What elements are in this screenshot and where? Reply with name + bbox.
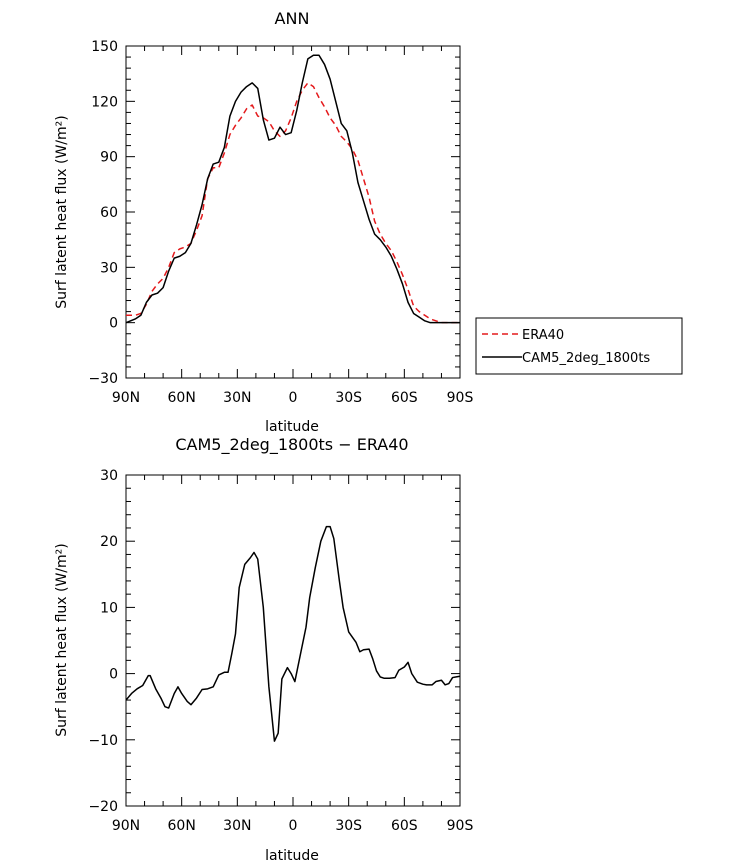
bottom-panel: CAM5_2deg_1800ts − ERA40 −20 −10 0 10 20 30 90… <box>54 435 473 864</box>
bottom-ytick-label: 10 <box>100 600 118 616</box>
top-xtick-label: 30N <box>223 390 251 406</box>
top-xtick-label: 30S <box>335 390 362 406</box>
top-xtick-label: 90S <box>447 390 474 406</box>
top-panel-title: ANN <box>275 9 310 28</box>
top-y-axis-label: Surf latent heat flux (W/m²) <box>54 115 70 308</box>
legend-label-era40: ERA40 <box>522 328 564 343</box>
top-ytick-label: 90 <box>100 150 118 166</box>
top-series-line-cam5-2deg-1800ts <box>125 54 460 324</box>
top-xtick-label: 0 <box>289 390 298 406</box>
bottom-xtick-label: 60S <box>391 818 418 834</box>
top-ytick-label: 150 <box>91 39 118 55</box>
bottom-plot-frame <box>125 474 461 807</box>
legend-box <box>475 317 683 375</box>
bottom-ytick-label: −20 <box>88 799 118 815</box>
top-ytick-label: −30 <box>88 371 118 387</box>
top-ytick-label: 30 <box>100 260 118 276</box>
bottom-xtick-label: 60N <box>168 818 196 834</box>
bottom-series-line-difference <box>125 525 461 742</box>
top-ytick-label: 120 <box>91 94 118 110</box>
top-xtick-label: 60S <box>391 390 418 406</box>
bottom-ytick-label: 0 <box>109 667 118 683</box>
legend-label-cam5: CAM5_2deg_1800ts <box>522 351 650 366</box>
top-ytick-label: 60 <box>100 205 118 221</box>
bottom-ytick-label: 20 <box>100 534 118 550</box>
top-plot-frame <box>125 45 461 379</box>
bottom-ytick-label: 30 <box>100 468 118 484</box>
bottom-y-axis-label: Surf latent heat flux (W/m²) <box>54 543 70 736</box>
bottom-x-axis-label: latitude <box>265 848 319 864</box>
bottom-ytick-label: −10 <box>88 733 118 749</box>
bottom-xtick-label: 30N <box>223 818 251 834</box>
top-series-line-era40 <box>126 82 460 324</box>
bottom-plot-area: −20 −10 0 10 20 30 90N 60N 30N 0 30S 60S 90S <box>88 468 473 834</box>
legend: ERA40 CAM5_2deg_1800ts <box>475 317 683 375</box>
top-xtick-label: 60N <box>168 390 196 406</box>
bottom-xtick-label: 30S <box>335 818 362 834</box>
top-plot-area: −30 0 30 60 90 120 150 90N 60N 30N 0 30S 60S 90S <box>88 39 473 406</box>
bottom-xtick-label: 90N <box>112 818 140 834</box>
bottom-xtick-label: 90S <box>447 818 474 834</box>
bottom-xtick-label: 0 <box>289 818 298 834</box>
top-x-axis-label: latitude <box>265 419 319 435</box>
top-ytick-label: 0 <box>109 316 118 332</box>
bottom-panel-title: CAM5_2deg_1800ts − ERA40 <box>175 435 408 455</box>
top-xtick-label: 90N <box>112 390 140 406</box>
